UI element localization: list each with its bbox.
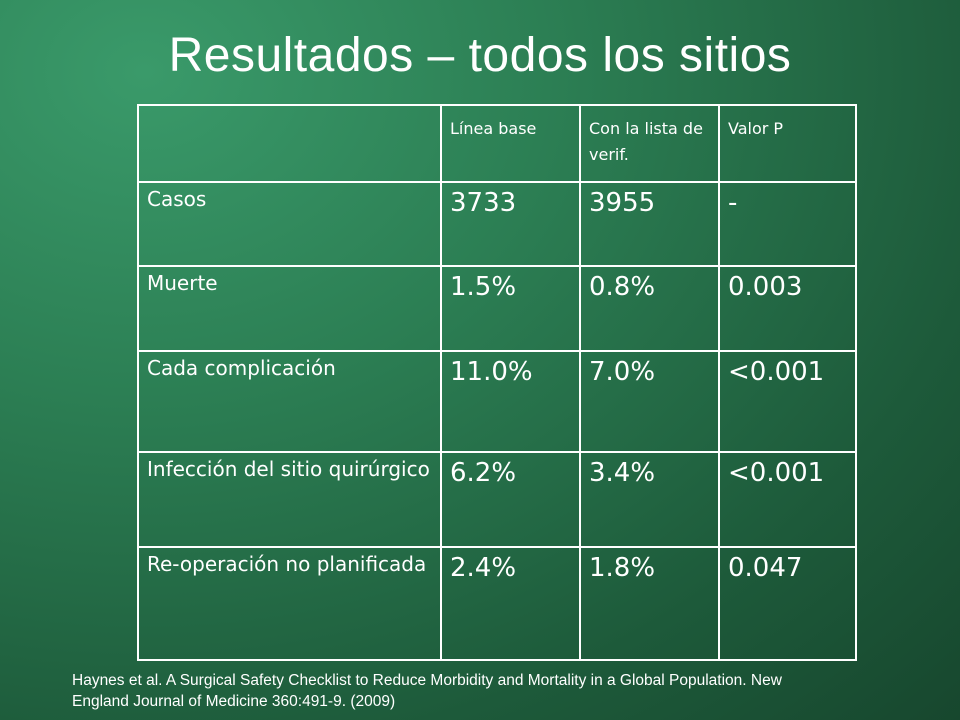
baseline-value: 11.0% [440,350,581,453]
checklist-value: 3955 [579,181,720,267]
checklist-value: 1.8% [579,546,720,661]
slide-title: Resultados – todos los sitios [168,29,792,82]
table-header-row: Línea base Con la lista de verif. Valor … [137,104,857,183]
baseline-value: 6.2% [440,451,581,548]
p-value: - [718,181,857,267]
table-row: Re-operación no planificada 2.4% 1.8% 0.… [137,546,857,661]
header-p-value: Valor P [718,104,857,183]
table-row: Muerte 1.5% 0.8% 0.003 [137,265,857,352]
p-value: 0.047 [718,546,857,661]
table-row: Cada complicación 11.0% 7.0% <0.001 [137,350,857,453]
results-table: Línea base Con la lista de verif. Valor … [137,104,857,661]
header-checklist: Con la lista de verif. [579,104,720,183]
p-value: <0.001 [718,451,857,548]
checklist-value: 7.0% [579,350,720,453]
checklist-value: 0.8% [579,265,720,352]
table-row: Casos 3733 3955 - [137,181,857,267]
header-baseline: Línea base [440,104,581,183]
citation: Haynes et al. A Surgical Safety Checklis… [72,672,782,710]
row-label: Re-operación no planificada [137,546,442,661]
row-label: Muerte [137,265,442,352]
baseline-value: 2.4% [440,546,581,661]
baseline-value: 3733 [440,181,581,267]
p-value: 0.003 [718,265,857,352]
p-value: <0.001 [718,350,857,453]
baseline-value: 1.5% [440,265,581,352]
table-row: Infección del sitio quirúrgico 6.2% 3.4%… [137,451,857,548]
header-empty [137,104,442,183]
row-label: Infección del sitio quirúrgico [137,451,442,548]
row-label: Casos [137,181,442,267]
row-label: Cada complicación [137,350,442,453]
checklist-value: 3.4% [579,451,720,548]
